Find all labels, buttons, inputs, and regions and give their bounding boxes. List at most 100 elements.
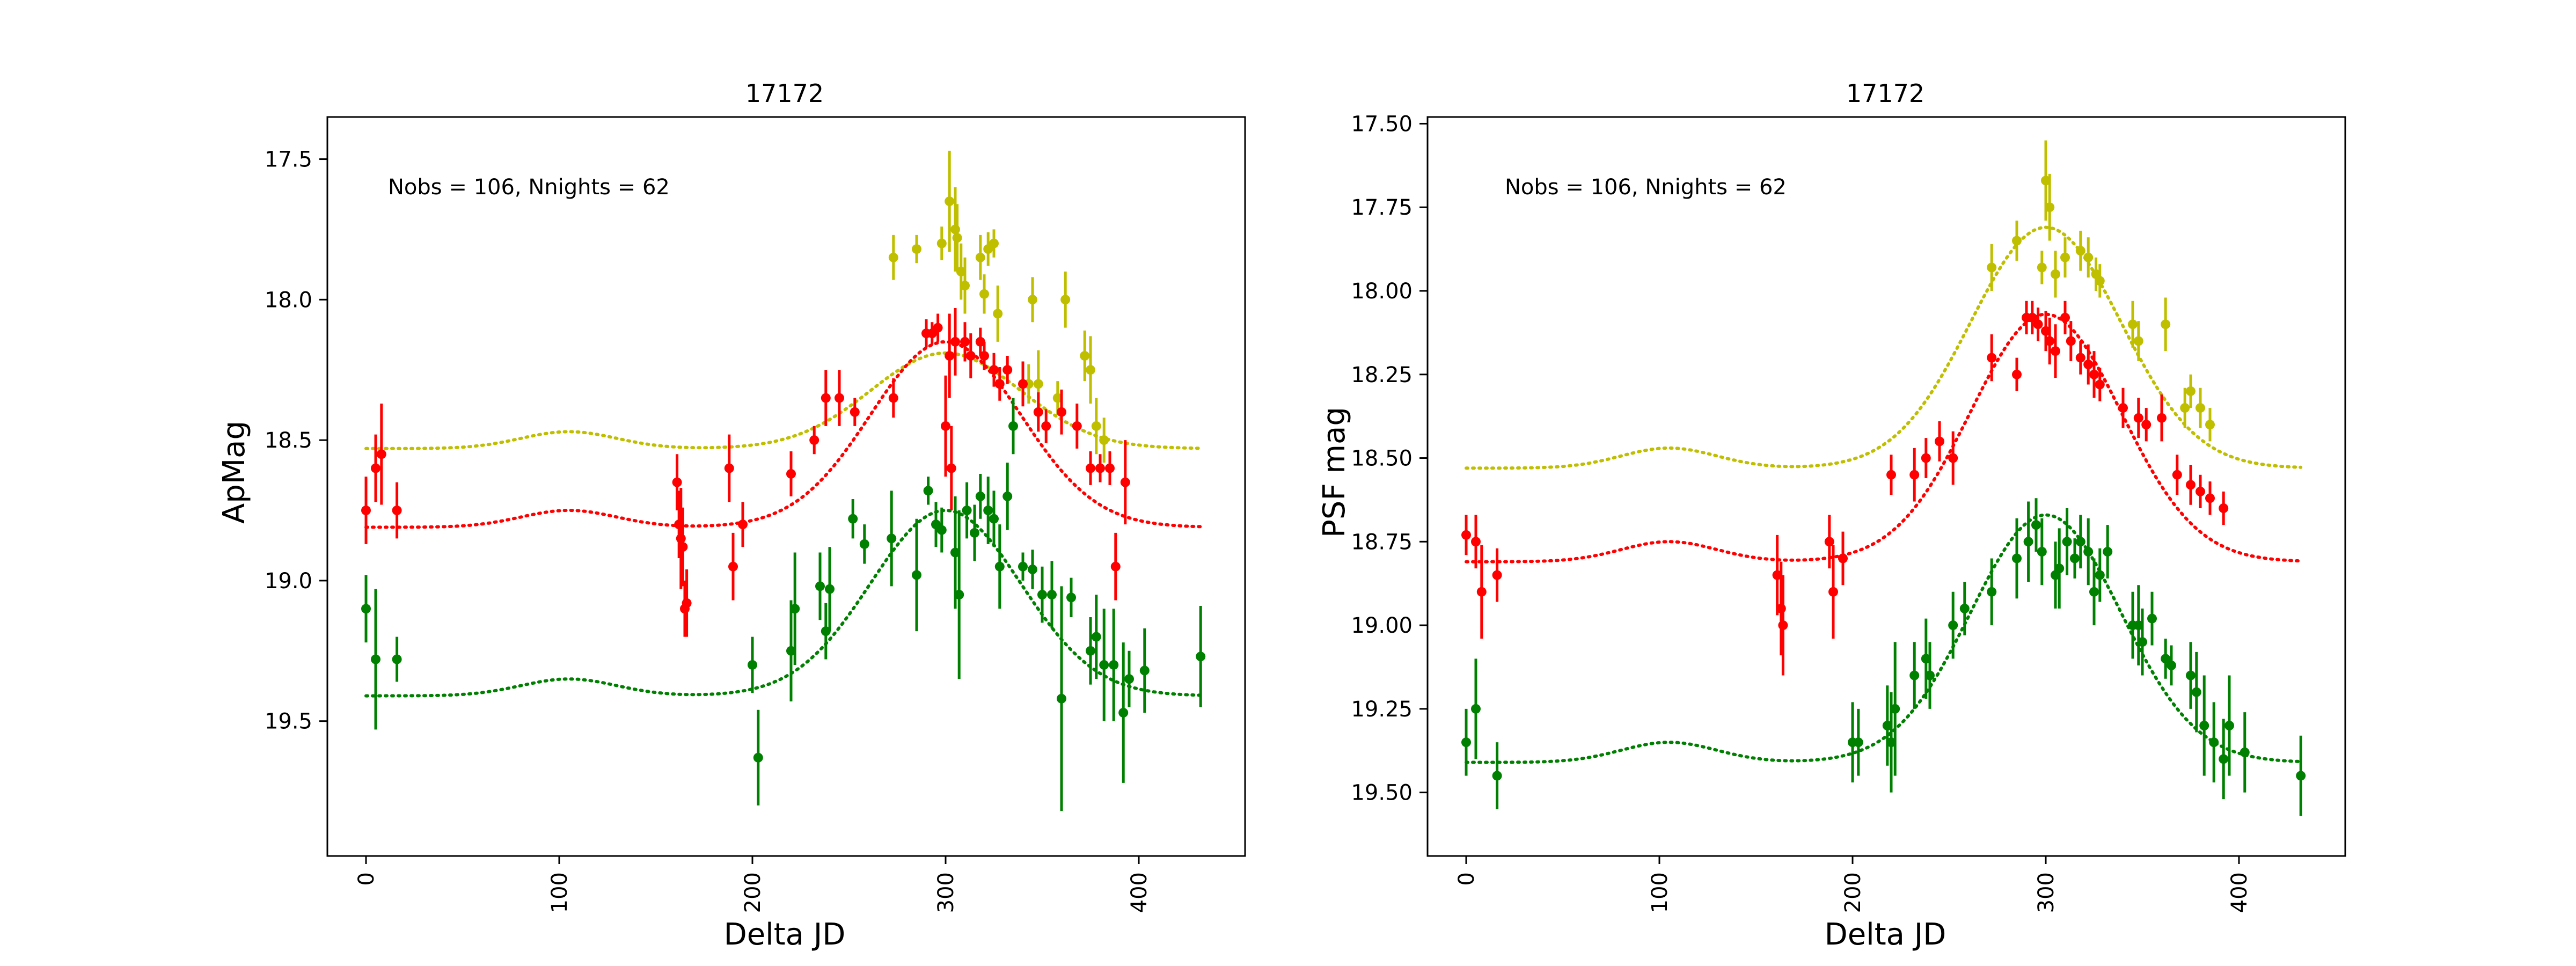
data-point (952, 233, 962, 243)
y-tick-label: 19.5 (265, 709, 312, 734)
data-point (676, 533, 686, 544)
data-point (2205, 493, 2215, 503)
data-point (2196, 486, 2205, 496)
data-point (975, 336, 985, 347)
data-point (1037, 590, 1047, 600)
data-point (2157, 413, 2167, 423)
data-point (2240, 747, 2250, 757)
panel-title: 17172 (1846, 79, 1924, 108)
data-point (1196, 652, 1206, 662)
data-point (888, 252, 898, 262)
model-curve-r (1465, 312, 2303, 564)
data-point (2186, 670, 2196, 680)
series-g (361, 398, 1206, 811)
y-tick-label: 19.50 (1351, 781, 1413, 806)
series-r (1461, 301, 2303, 676)
model-curve-r (364, 340, 1203, 529)
data-point (945, 196, 955, 207)
data-point (1105, 463, 1115, 473)
data-point (672, 477, 682, 487)
data-point (1118, 707, 1129, 718)
data-point (2089, 587, 2099, 597)
data-point (1120, 477, 1130, 487)
data-point (1772, 570, 1782, 580)
data-point (1853, 737, 1863, 748)
panel-right: 17172 PSF mag Delta JD Nobs = 106, Nnigh… (1317, 79, 2346, 952)
y-tick-label: 17.5 (265, 148, 312, 172)
data-point (989, 238, 999, 248)
data-point (2095, 570, 2105, 580)
data-point (2012, 369, 2022, 379)
data-point (888, 393, 898, 403)
data-point (945, 351, 955, 361)
data-point (950, 224, 960, 235)
data-point (786, 469, 796, 479)
data-point (2070, 553, 2080, 564)
x-tick-label: 200 (1841, 872, 1865, 913)
data-point (1008, 421, 1018, 431)
y-axis-title: PSF mag (1317, 407, 1352, 538)
data-point (376, 449, 386, 459)
data-point (2060, 252, 2070, 262)
data-point (1086, 463, 1095, 473)
data-point (2089, 369, 2099, 379)
data-point (728, 561, 738, 572)
data-point (1882, 721, 1892, 730)
data-point (979, 351, 989, 361)
data-point (1028, 564, 1037, 574)
data-point (1778, 620, 1788, 631)
data-point (1476, 587, 1487, 597)
y-tick-label: 18.75 (1351, 530, 1413, 554)
y-tick-label: 19.0 (265, 569, 312, 594)
data-point (2133, 336, 2143, 346)
y-tick-label: 18.25 (1351, 363, 1413, 387)
series-g (1461, 498, 2306, 816)
data-point (2075, 353, 2085, 363)
data-point (912, 570, 921, 580)
data-point (2041, 175, 2051, 186)
data-point (2103, 547, 2113, 557)
data-point (1987, 262, 1997, 273)
data-point (2095, 276, 2105, 286)
data-point (912, 244, 921, 254)
data-point (1091, 632, 1101, 642)
data-point (753, 752, 763, 763)
data-point (2180, 403, 2190, 413)
data-point (1002, 491, 1013, 501)
data-point (1461, 737, 1471, 748)
data-point (956, 266, 966, 276)
axes-frame (1426, 116, 2346, 857)
y-tick-label: 19.00 (1351, 613, 1413, 638)
data-point (1948, 453, 1958, 463)
data-point (941, 421, 950, 431)
data-point (1925, 670, 1935, 680)
data-point (954, 590, 964, 600)
data-point (2196, 403, 2205, 413)
data-point (2219, 503, 2229, 513)
data-point (1057, 693, 1066, 704)
data-point (2186, 386, 2196, 396)
data-point (1086, 646, 1095, 656)
data-point (2128, 319, 2138, 330)
data-point (2161, 654, 2171, 664)
data-point (2141, 420, 2151, 430)
data-point (371, 463, 380, 473)
data-point (2205, 420, 2215, 430)
data-point (1139, 665, 1150, 676)
data-point (738, 519, 748, 530)
data-point (821, 393, 831, 403)
data-point (1110, 561, 1121, 572)
data-point (2209, 737, 2219, 748)
data-point (2041, 326, 2051, 336)
data-point (936, 525, 947, 535)
data-point (1033, 379, 1043, 389)
x-tick-label: 100 (547, 872, 572, 913)
data-point (724, 463, 734, 473)
data-point (1886, 470, 1896, 480)
data-point (361, 604, 371, 614)
data-point (678, 542, 688, 552)
data-point (1838, 553, 1848, 564)
data-point (2075, 537, 2085, 547)
